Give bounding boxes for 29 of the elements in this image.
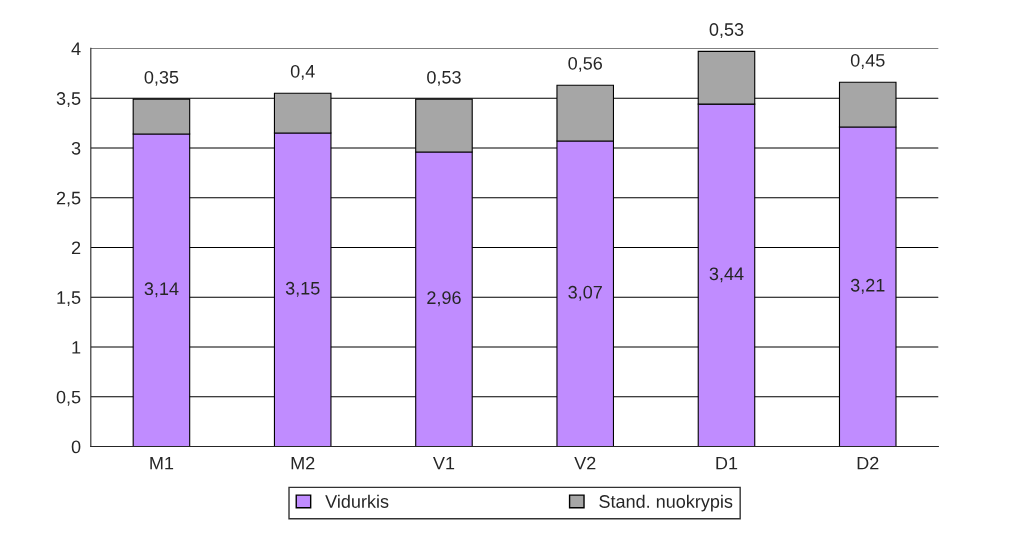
data-label: 3,07 (568, 285, 602, 301)
data-label: 0,53 (709, 23, 744, 39)
x-tick-label: V1 (433, 456, 455, 470)
y-tick-label: 2,5 (56, 191, 81, 207)
y-tick-label: 4 (71, 42, 81, 55)
y-tick-label: 1,5 (57, 291, 81, 307)
legend-label: Vidurkis (325, 494, 389, 508)
y-tick-label: 3 (71, 141, 81, 155)
data-label: 0,35 (144, 70, 179, 86)
data-label: 0,4 (290, 64, 315, 80)
data-label: 3,44 (709, 267, 744, 283)
y-tick-label: 0 (71, 440, 81, 454)
data-label: 3,21 (850, 278, 885, 294)
x-tick-label: D1 (716, 456, 738, 470)
x-tick-label: V2 (574, 456, 596, 470)
y-tick-label: 3,5 (56, 92, 81, 108)
x-tick-label: D2 (857, 456, 879, 470)
y-tick-label: 0,5 (56, 390, 81, 406)
data-label: 3,15 (285, 281, 320, 297)
data-label: 0,45 (850, 53, 885, 69)
data-label: 0,56 (568, 56, 602, 72)
data-label: 2,96 (427, 291, 461, 307)
data-label: 3,14 (144, 282, 179, 298)
x-tick-label: M1 (150, 456, 174, 470)
legend-label: Stand. nuokrypis (599, 494, 733, 512)
x-tick-label: M2 (291, 456, 315, 470)
y-tick-label: 1 (72, 341, 81, 354)
y-tick-label: 2 (71, 241, 81, 255)
data-label: 0,53 (427, 70, 461, 86)
